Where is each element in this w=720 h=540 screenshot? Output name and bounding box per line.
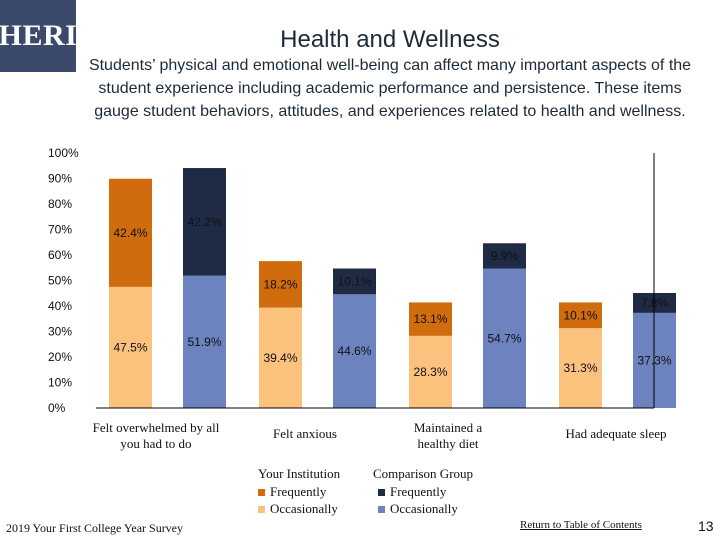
legend-title-institution: Your Institution xyxy=(258,466,341,481)
bar-group: 47.5% 42.4% 51.9% 42.2% 39.4% 18.2% 44.6% 10.1%… xyxy=(96,168,676,409)
bar-occasionally xyxy=(259,307,302,408)
y-tick-label: 100% xyxy=(48,146,79,160)
stacked-bar-chart: 0%10%20%30%40%50%60%70%80%90%100% 47.5%4… xyxy=(48,146,676,415)
data-label-frequently: 42.4% xyxy=(113,226,147,240)
y-tick-label: 40% xyxy=(48,299,72,313)
data-label-occasionally: 51.9% xyxy=(187,335,221,349)
bar-frequently xyxy=(483,243,526,269)
category-label-sleep: Had adequate sleep xyxy=(565,426,667,441)
bar-frequently xyxy=(333,268,376,295)
data-label-frequently: 10.1% xyxy=(337,274,371,288)
legend-label: Occasionally xyxy=(390,501,458,516)
y-tick-label: 30% xyxy=(48,325,72,339)
y-tick-label: 70% xyxy=(48,223,72,237)
data-label-frequently: 9.9% xyxy=(491,249,519,263)
bar-occasionally xyxy=(109,286,152,408)
page-number: 13 xyxy=(698,518,714,534)
data-label-frequently: 18.2% xyxy=(263,277,297,291)
bar-occasionally xyxy=(183,275,226,408)
y-axis: 0% 10% 20% 30% 40% 50% 60% 70% 80% 90% 100% xyxy=(48,146,79,415)
bar-occasionally xyxy=(559,328,602,408)
data-label-occasionally: 31.3% xyxy=(563,361,597,375)
return-to-toc-link[interactable]: Return to Table of Contents xyxy=(520,519,642,531)
legend-swatch-inst-occasional xyxy=(258,505,265,513)
survey-name: 2019 Your First College Year Survey xyxy=(6,521,184,535)
data-label-frequently: 42.2% xyxy=(187,215,221,229)
legend-label: Occasionally xyxy=(270,501,338,516)
legend-inst-occasionally: Occasionally xyxy=(258,501,338,517)
y-tick-label: 0% xyxy=(48,401,66,415)
data-label-frequently: 7.8% xyxy=(641,296,669,310)
bar-frequently xyxy=(559,302,602,329)
bar-frequently xyxy=(259,261,302,308)
data-label-occasionally: 54.7% xyxy=(487,331,521,345)
data-label-frequently: 10.1% xyxy=(563,308,597,322)
data-label-occasionally: 39.4% xyxy=(263,351,297,365)
y-tick-label: 50% xyxy=(48,274,72,288)
category-label-diet: Maintained a healthy diet xyxy=(413,420,483,451)
bar-frequently xyxy=(409,302,452,336)
data-label-occasionally: 44.6% xyxy=(337,344,371,358)
data-label-occasionally: 37.3% xyxy=(637,353,671,367)
legend-label: Frequently xyxy=(270,484,327,499)
category-label-anxious: Felt anxious xyxy=(273,426,337,441)
data-label-frequently: 13.1% xyxy=(413,312,447,326)
legend-swatch-comp-occasional xyxy=(378,505,385,513)
legend-label: Frequently xyxy=(390,484,447,499)
page-title: Health and Wellness xyxy=(280,26,500,53)
bar-frequently xyxy=(109,178,152,287)
bar-frequently xyxy=(183,168,226,276)
y-tick-label: 10% xyxy=(48,376,72,390)
y-tick-label: 90% xyxy=(48,172,72,186)
heri-logo: HERI xyxy=(0,0,77,72)
legend-comp-frequently: Frequently xyxy=(378,484,446,500)
data-label-occasionally: 28.3% xyxy=(413,365,447,379)
y-tick-label: 80% xyxy=(48,197,72,211)
category-label-overwhelmed: Felt overwhelmed by all you had to do xyxy=(92,420,220,451)
data-label-occasionally: 47.5% xyxy=(113,340,147,354)
bar-occasionally xyxy=(333,294,376,408)
legend-swatch-inst-frequent xyxy=(258,488,265,496)
bar-occasionally xyxy=(483,268,526,408)
legend-title-comparison: Comparison Group xyxy=(373,466,474,481)
bar-occasionally xyxy=(409,335,452,408)
y-tick-label: 60% xyxy=(48,248,72,262)
legend-comp-occasionally: Occasionally xyxy=(378,501,458,517)
legend-swatch-comp-frequent xyxy=(378,488,385,496)
y-tick-label: 20% xyxy=(48,350,72,364)
page-subtitle: Students’ physical and emotional well-be… xyxy=(88,57,692,120)
legend-inst-frequently: Frequently xyxy=(258,484,326,500)
